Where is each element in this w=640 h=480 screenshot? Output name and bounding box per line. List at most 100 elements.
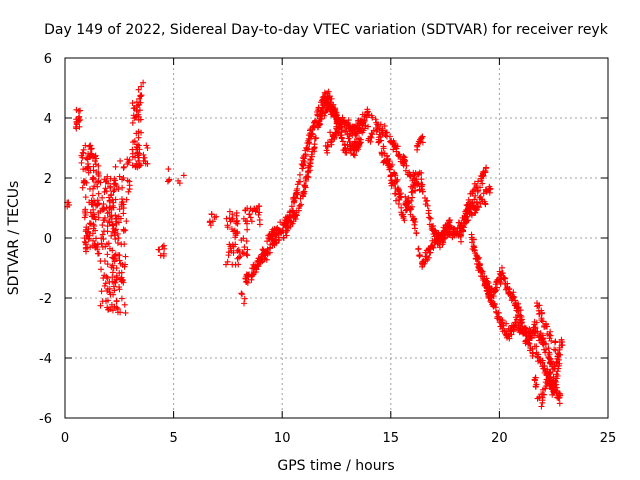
data-point	[112, 163, 119, 170]
data-point	[298, 161, 305, 168]
data-point	[555, 356, 562, 363]
data-point	[368, 134, 375, 141]
data-point	[468, 212, 475, 219]
data-point	[135, 86, 142, 93]
y-tick-label: -4	[39, 352, 52, 367]
data-point	[506, 335, 513, 342]
data-point	[129, 146, 136, 153]
data-point	[401, 156, 408, 163]
data-point	[78, 159, 85, 166]
data-point	[471, 247, 478, 254]
data-point	[283, 215, 290, 222]
data-point	[129, 100, 136, 107]
data-point	[539, 359, 546, 366]
data-point	[338, 129, 345, 136]
data-point	[526, 333, 533, 340]
data-point	[386, 166, 393, 173]
data-point	[446, 217, 453, 224]
data-point	[98, 266, 105, 273]
x-tick-label: 10	[274, 431, 291, 446]
data-point	[406, 169, 413, 176]
data-point	[99, 222, 106, 229]
data-point	[129, 119, 136, 126]
data-point	[208, 211, 215, 218]
data-point	[547, 380, 554, 387]
data-point	[477, 273, 484, 280]
data-point	[87, 167, 94, 174]
data-point	[338, 135, 345, 142]
data-point	[97, 258, 104, 265]
data-point	[482, 200, 489, 207]
data-point	[346, 133, 353, 140]
data-point	[544, 368, 551, 375]
data-point	[372, 116, 379, 123]
data-point	[283, 227, 290, 234]
data-point	[118, 295, 125, 302]
data-point	[110, 291, 117, 298]
x-axis-tick-labels: 0 5 10 15 20 25	[61, 431, 616, 446]
data-point	[104, 304, 111, 311]
data-point	[508, 322, 515, 329]
data-point	[536, 333, 543, 340]
data-point	[305, 135, 312, 142]
data-point	[536, 311, 543, 318]
data-point	[478, 177, 485, 184]
data-point	[540, 362, 547, 369]
y-tick-label: 2	[44, 172, 52, 187]
data-point	[398, 204, 405, 211]
data-point	[245, 272, 252, 279]
data-point	[291, 209, 298, 216]
y-tick-label: -2	[39, 292, 52, 307]
data-point	[109, 228, 116, 235]
data-point	[316, 118, 323, 125]
data-point	[300, 188, 307, 195]
data-point	[342, 128, 349, 135]
data-point	[389, 161, 396, 168]
data-point	[404, 198, 411, 205]
data-point	[103, 273, 110, 280]
data-point	[347, 130, 354, 137]
data-point	[89, 174, 96, 181]
data-point	[425, 246, 432, 253]
data-point	[249, 265, 256, 272]
data-point	[224, 222, 231, 229]
data-point	[314, 124, 321, 131]
data-point	[144, 160, 151, 167]
data-point	[359, 117, 366, 124]
data-point	[531, 376, 538, 383]
data-point	[277, 219, 284, 226]
data-point	[144, 144, 151, 151]
data-point	[111, 258, 118, 265]
data-point	[114, 239, 121, 246]
data-point	[382, 132, 389, 139]
data-point	[129, 162, 136, 169]
data-point	[116, 252, 123, 259]
data-point	[103, 204, 110, 211]
data-point	[118, 269, 125, 276]
data-point	[498, 264, 505, 271]
data-point	[256, 216, 263, 223]
data-point	[397, 193, 404, 200]
data-point	[81, 238, 88, 245]
data-point	[389, 140, 396, 147]
data-point	[117, 157, 124, 164]
data-point	[553, 375, 560, 382]
data-point	[395, 186, 402, 193]
data-point	[135, 128, 142, 135]
data-point	[418, 176, 425, 183]
data-point	[131, 138, 138, 145]
data-point	[255, 255, 262, 262]
data-point	[100, 217, 107, 224]
data-point	[92, 216, 99, 223]
data-point	[229, 261, 236, 268]
data-point	[407, 211, 414, 218]
data-point	[332, 129, 339, 136]
data-point	[457, 233, 464, 240]
data-point	[78, 152, 85, 159]
data-point	[364, 106, 371, 113]
data-point	[339, 138, 346, 145]
data-point	[92, 227, 99, 234]
data-point	[350, 128, 357, 135]
data-point	[506, 285, 513, 292]
data-point	[539, 336, 546, 343]
